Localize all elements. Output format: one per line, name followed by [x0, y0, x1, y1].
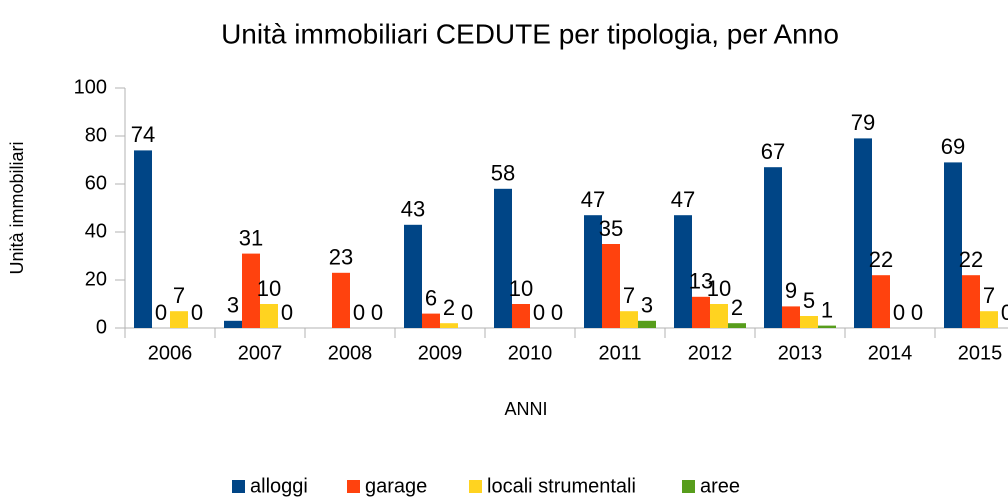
legend-label: aree [700, 475, 740, 497]
bar [332, 272, 350, 328]
bar [818, 325, 836, 328]
bar [854, 138, 872, 328]
data-label: 58 [491, 161, 515, 186]
bar [170, 311, 188, 328]
y-axis-label: Unità immobiliari [7, 141, 27, 274]
legend-label: alloggi [250, 475, 308, 497]
x-tick-label: 2013 [778, 342, 823, 364]
data-label: 1 [821, 297, 833, 322]
data-label: 31 [239, 225, 263, 250]
bar [674, 215, 692, 328]
data-label: 43 [401, 197, 425, 222]
data-label: 2 [731, 295, 743, 320]
data-label: 10 [509, 276, 533, 301]
data-label: 0 [353, 300, 365, 325]
bar [800, 316, 818, 328]
x-tick-label: 2009 [418, 342, 463, 364]
legend-label: garage [365, 475, 427, 497]
data-label: 0 [281, 300, 293, 325]
data-label: 0 [461, 300, 473, 325]
x-tick-label: 2007 [238, 342, 283, 364]
data-label: 0 [893, 300, 905, 325]
x-axis-label: ANNI [504, 399, 547, 419]
data-label: 23 [329, 245, 353, 270]
y-tick-label: 20 [85, 268, 107, 290]
bar [782, 306, 800, 328]
bar [224, 320, 242, 328]
bar [602, 244, 620, 328]
bar [944, 162, 962, 328]
legend-label: locali strumentali [487, 475, 636, 497]
legend-swatch [347, 480, 360, 493]
data-label: 5 [803, 288, 815, 313]
bar [584, 215, 602, 328]
data-label: 0 [533, 300, 545, 325]
x-tick-label: 2015 [958, 342, 1003, 364]
data-label: 67 [761, 139, 785, 164]
data-label: 74 [131, 122, 155, 147]
y-tick-label: 0 [96, 316, 107, 338]
data-label: 10 [707, 276, 731, 301]
bar [980, 311, 998, 328]
y-tick-label: 40 [85, 220, 107, 242]
data-label: 69 [941, 134, 965, 159]
bar [512, 304, 530, 328]
y-tick-label: 100 [74, 76, 107, 98]
data-label: 13 [689, 269, 713, 294]
data-label: 3 [641, 293, 653, 318]
bar [260, 304, 278, 328]
bar [134, 150, 152, 328]
data-label: 22 [869, 247, 893, 272]
data-label: 0 [1001, 300, 1008, 325]
bar [872, 275, 890, 328]
legend-swatch [469, 480, 482, 493]
bar [728, 323, 746, 328]
bar [422, 313, 440, 328]
bar [710, 304, 728, 328]
data-label: 0 [911, 300, 923, 325]
x-tick-label: 2011 [598, 342, 641, 364]
data-label: 0 [551, 300, 563, 325]
bar [962, 275, 980, 328]
data-label: 0 [191, 300, 203, 325]
bar [764, 167, 782, 328]
x-tick-label: 2006 [148, 342, 193, 364]
chart-title: Unità immobiliari CEDUTE per tipologia, … [221, 18, 839, 49]
x-tick-label: 2008 [328, 342, 373, 364]
bar [242, 253, 260, 328]
data-label: 7 [983, 283, 995, 308]
x-tick-label: 2012 [688, 342, 733, 364]
data-label: 7 [173, 283, 185, 308]
bar [692, 296, 710, 328]
data-label: 35 [599, 216, 623, 241]
data-label: 9 [785, 278, 797, 303]
legend-swatch [682, 480, 695, 493]
x-tick-label: 2014 [868, 342, 913, 364]
data-label: 7 [623, 283, 635, 308]
bar [620, 311, 638, 328]
x-tick-label: 2010 [508, 342, 553, 364]
data-label: 6 [425, 285, 437, 310]
bar [404, 224, 422, 328]
bar [638, 320, 656, 328]
data-label: 0 [371, 300, 383, 325]
y-tick-label: 80 [85, 124, 107, 146]
data-label: 3 [227, 293, 239, 318]
data-label: 79 [851, 110, 875, 135]
data-label: 47 [581, 187, 605, 212]
data-label: 10 [257, 276, 281, 301]
data-label: 47 [671, 187, 695, 212]
data-label: 2 [443, 295, 455, 320]
legend-swatch [232, 480, 245, 493]
bar [440, 323, 458, 328]
y-tick-label: 60 [85, 172, 107, 194]
bar [494, 188, 512, 328]
data-label: 22 [959, 247, 983, 272]
data-label: 0 [155, 300, 167, 325]
